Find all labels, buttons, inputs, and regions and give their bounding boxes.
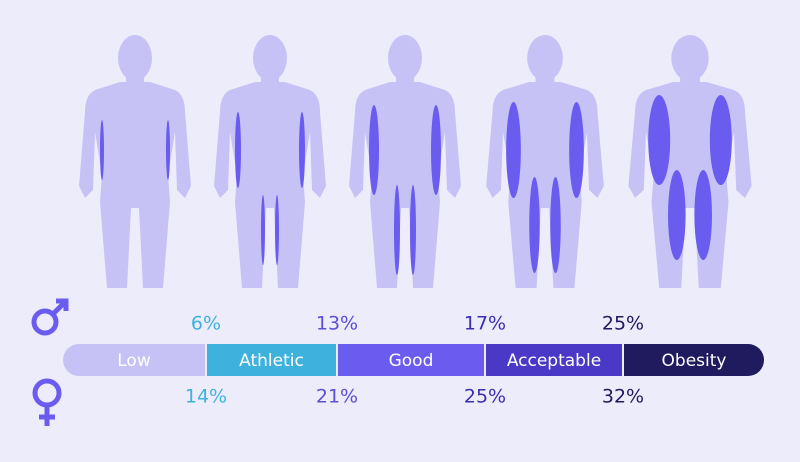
segment-label: Low (117, 351, 151, 371)
segment (624, 344, 764, 376)
figure-athletic (214, 35, 326, 288)
female-threshold: 14% (185, 386, 227, 408)
segment-label: Good (389, 351, 434, 371)
female-symbol (32, 378, 62, 426)
male-threshold: 25% (602, 313, 644, 335)
female-threshold: 25% (464, 386, 506, 408)
segment (63, 344, 205, 376)
figures (79, 35, 752, 288)
segment (207, 344, 336, 376)
male-threshold: 17% (464, 313, 506, 335)
segment (486, 344, 622, 376)
figure-obesity (628, 35, 752, 288)
female-threshold: 32% (602, 386, 644, 408)
female-threshold: 21% (316, 386, 358, 408)
scale-bar: Low Athletic Good Acceptable Obesity 6% 13% 17%… (63, 313, 764, 408)
figure-acceptable (486, 35, 604, 288)
segment-label: Obesity (662, 351, 727, 371)
segment-label: Acceptable (507, 351, 601, 371)
male-threshold: 13% (316, 313, 358, 335)
figure-low (79, 35, 191, 288)
male-threshold: 6% (191, 313, 221, 335)
male-symbol (31, 298, 69, 336)
segment-label: Athletic (239, 351, 304, 371)
segment (338, 344, 484, 376)
figure-good (349, 35, 461, 288)
